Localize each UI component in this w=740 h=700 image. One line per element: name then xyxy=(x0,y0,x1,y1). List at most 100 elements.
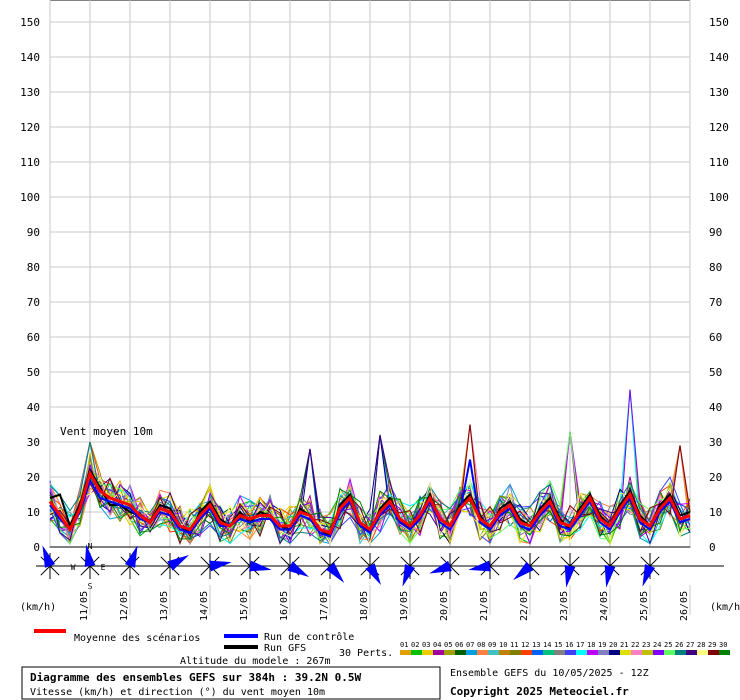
date-label: 17/05 xyxy=(319,591,330,621)
wind-rose-icon xyxy=(197,553,232,579)
y-tick-label-left: 150 xyxy=(20,16,40,29)
perturbation-id: 16 xyxy=(565,641,573,649)
date-label: 26/05 xyxy=(679,591,690,621)
wind-direction-arrow xyxy=(365,563,381,586)
wind-rose-icon xyxy=(77,544,103,579)
perturbation-id: 04 xyxy=(433,641,441,649)
date-label: 24/05 xyxy=(599,591,610,621)
wind-rose-icon xyxy=(597,553,623,588)
perturbation-id: 27 xyxy=(686,641,694,649)
compass-label-w: W xyxy=(71,563,76,572)
legend: Moyenne des scénarios Run de contrôleRun … xyxy=(34,629,354,654)
date-label: 23/05 xyxy=(559,591,570,621)
footer: Diagramme des ensembles GEFS sur 384h : … xyxy=(21,656,649,700)
main-series-lines xyxy=(48,459,691,539)
date-label: 14/05 xyxy=(199,591,210,621)
y-tick-label-right: 20 xyxy=(709,471,722,484)
perturbation-swatch xyxy=(488,650,499,655)
perturbation-id: 05 xyxy=(444,641,452,649)
y-tick-label-left: 20 xyxy=(27,471,40,484)
footer-title: Diagramme des ensembles GEFS sur 384h : … xyxy=(30,671,362,684)
y-tick-label-left: 100 xyxy=(20,191,40,204)
perturbations-label: 30 Perts. xyxy=(339,648,393,659)
legend-label-control: Run de contrôle xyxy=(264,631,354,643)
wind-direction-arrow xyxy=(642,564,656,587)
wind-direction-arrow xyxy=(209,560,232,572)
y-tick-label-right: 50 xyxy=(709,366,722,379)
y-tick-label-right: 70 xyxy=(709,296,722,309)
perturbation-swatch xyxy=(697,650,708,655)
wind-rose-icon xyxy=(157,553,190,579)
perturbation-swatch xyxy=(620,650,631,655)
date-axis-labels: 11/05 12/05 13/05 14/05 15/05 16/05 17/05 18/05… xyxy=(79,585,691,621)
y-tick-label-left: 40 xyxy=(27,401,40,414)
chart-grid xyxy=(49,0,691,548)
date-label: 25/05 xyxy=(639,591,650,621)
perturbation-id: 24 xyxy=(653,641,661,649)
perturbation-swatch xyxy=(400,650,411,655)
perturbation-id: 13 xyxy=(532,641,540,649)
perturbation-id: 15 xyxy=(554,641,562,649)
legend-label-mean: Moyenne des scénarios xyxy=(74,632,200,644)
perturbation-id: 12 xyxy=(521,641,529,649)
perturbation-swatch xyxy=(477,650,488,655)
perturbation-swatch xyxy=(466,650,477,655)
y-tick-label-right: 100 xyxy=(709,191,729,204)
perturbation-id: 11 xyxy=(510,641,518,649)
perturbation-swatch xyxy=(653,650,664,655)
y-tick-label-right: 80 xyxy=(709,261,722,274)
perturbation-id: 21 xyxy=(620,641,628,649)
perturbation-id: 20 xyxy=(609,641,617,649)
y-tick-label-left: 0 xyxy=(33,541,40,554)
wind-direction-arrow xyxy=(402,564,416,587)
date-label: 22/05 xyxy=(519,591,530,621)
y-tick-label-left: 80 xyxy=(27,261,40,274)
wind-rose-icon xyxy=(397,553,423,587)
perturbation-id: 30 xyxy=(719,641,727,649)
perturbation-swatch xyxy=(664,650,675,655)
wind-direction-arrow xyxy=(42,545,56,568)
perturbation-swatch xyxy=(411,650,422,655)
date-label: 19/05 xyxy=(399,591,410,621)
y-tick-label-left: 110 xyxy=(20,156,40,169)
wind-rose-icon xyxy=(237,553,272,579)
perturbation-id: 29 xyxy=(708,641,716,649)
y-tick-label-left: 60 xyxy=(27,331,40,344)
perturbation-id: 09 xyxy=(488,641,496,649)
y-unit-right: (km/h) xyxy=(710,602,740,613)
perturbation-id: 07 xyxy=(466,641,474,649)
perturbation-swatch xyxy=(609,650,620,655)
y-tick-label-right: 150 xyxy=(709,16,729,29)
perturbation-swatch xyxy=(598,650,609,655)
perturbation-swatch xyxy=(455,650,466,655)
perturbation-swatch xyxy=(565,650,576,655)
y-axis-left-ticks: 0 10 20 30 40 50 60 70 80 90 100 110 120 130 140 150 xyxy=(20,16,40,554)
perturbation-swatch xyxy=(708,650,719,655)
wind-direction-arrow xyxy=(84,544,96,567)
mean-scenarios-line xyxy=(48,469,691,535)
legend-label-gfs: Run GFS xyxy=(264,643,306,654)
wind-direction-arrow xyxy=(604,565,616,588)
footer-subtitle: Vitesse (km/h) et direction (°) du vent … xyxy=(30,687,325,698)
perturbation-swatch xyxy=(433,650,444,655)
perturbation-id: 17 xyxy=(576,641,584,649)
perturbation-id: 01 xyxy=(400,641,408,649)
wind-direction-arrow xyxy=(429,560,452,574)
wind-direction-arrow xyxy=(468,560,491,572)
perturbation-swatch xyxy=(675,650,686,655)
y-tick-label-right: 0 xyxy=(709,541,716,554)
perturbation-swatch xyxy=(587,650,598,655)
date-label: 12/05 xyxy=(119,591,130,621)
footer-copyright: Copyright 2025 Meteociel.fr xyxy=(450,685,629,698)
y-tick-label-left: 70 xyxy=(27,296,40,309)
perturbations-legend: 30 Perts.01 02 03 04 05 06 07 08 09 10 11 12 13 14 15 1… xyxy=(339,641,730,659)
y-tick-label-right: 110 xyxy=(709,156,729,169)
perturbation-id: 02 xyxy=(411,641,419,649)
wind-rose-icon xyxy=(513,553,543,581)
wind-rose-icon xyxy=(468,553,503,579)
perturbation-swatch xyxy=(510,650,521,655)
y-tick-label-right: 30 xyxy=(709,436,722,449)
perturbation-id: 28 xyxy=(697,641,705,649)
y-tick-label-left: 130 xyxy=(20,86,40,99)
